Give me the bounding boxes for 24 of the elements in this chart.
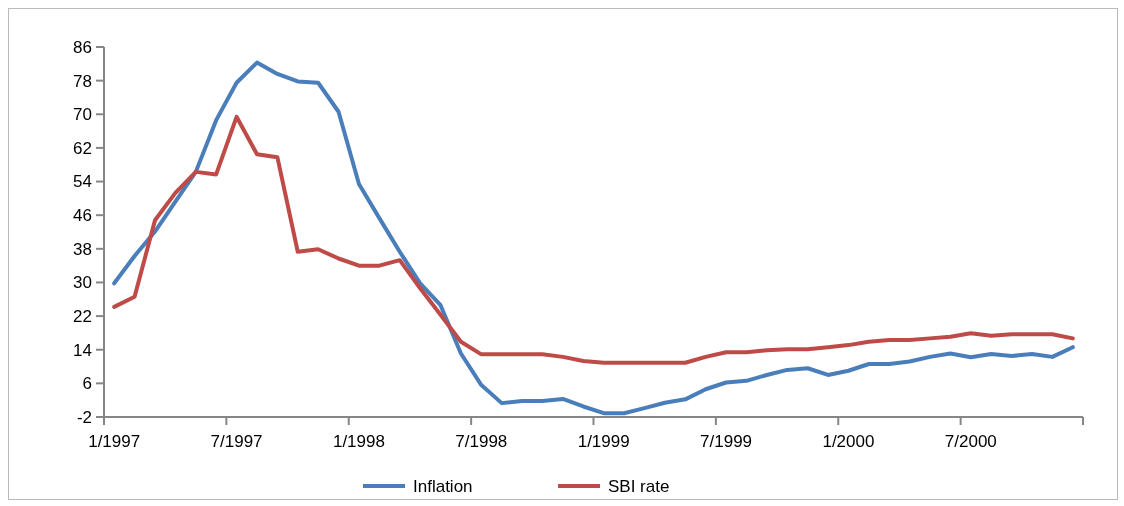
y-tick-label: 70 <box>73 105 92 125</box>
x-tick-label: 7/1999 <box>700 432 753 451</box>
y-tick-label: -2 <box>76 407 92 427</box>
x-tick-label: 7/2000 <box>944 432 997 451</box>
x-tick-label: 7/1998 <box>455 432 508 451</box>
legend-label: SBI rate <box>608 476 670 496</box>
y-tick-label: 38 <box>73 239 92 259</box>
y-tick-label: 86 <box>73 37 92 57</box>
y-tick-label: 30 <box>73 273 92 293</box>
x-tick-label: 1/1998 <box>332 432 385 451</box>
legend-label: Inflation <box>413 476 473 496</box>
y-tick-label: 46 <box>73 206 92 226</box>
x-tick-label: 7/1997 <box>210 432 263 451</box>
x-tick-label: 1/1999 <box>577 432 630 451</box>
line-series <box>112 60 1075 416</box>
y-tick-label: 62 <box>73 138 92 158</box>
y-tick-label: 54 <box>73 172 92 192</box>
line-series <box>112 114 1075 365</box>
x-tick-label: 1/1997 <box>88 432 141 451</box>
y-tick-label: 6 <box>82 374 92 394</box>
y-tick-label: 14 <box>73 340 92 360</box>
y-tick-label: 22 <box>73 307 92 327</box>
y-tick-label: 78 <box>73 71 92 91</box>
x-tick-label: 1/2000 <box>822 432 875 451</box>
